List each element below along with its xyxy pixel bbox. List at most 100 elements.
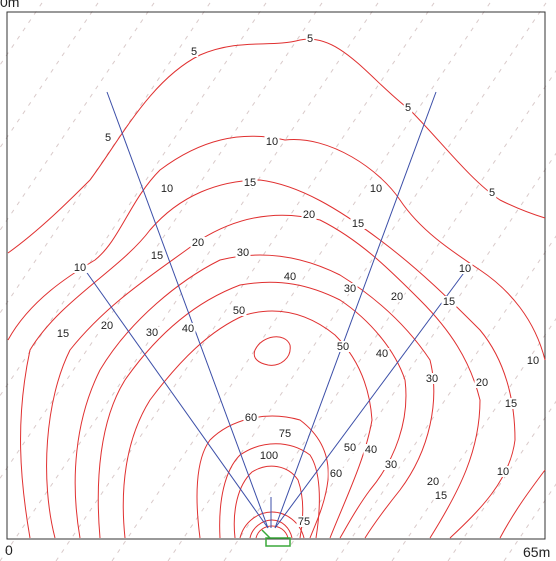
contour-label-bg	[149, 250, 165, 261]
contour-value-label: 10	[161, 183, 173, 195]
contour-label-bg	[189, 46, 199, 57]
contour-label-bg	[457, 263, 473, 274]
contour-value-label: 75	[279, 428, 291, 440]
contour-label-bg	[368, 183, 384, 194]
contour-5	[7, 38, 546, 254]
contour-label-bg	[235, 247, 251, 258]
contour-inner-2	[255, 525, 289, 539]
watermark-line	[335, 235, 556, 561]
contour-value-label: 10	[74, 262, 86, 274]
contour-label-bg	[433, 490, 449, 501]
contour-label-bg	[242, 177, 258, 188]
contour-10	[7, 135, 546, 361]
contour-label-bg	[72, 262, 88, 273]
watermark-line	[55, 0, 437, 561]
contour-value-label: 40	[182, 323, 194, 335]
contour-10b	[499, 469, 546, 539]
contour-value-label: 15	[57, 328, 69, 340]
watermark-line	[279, 152, 556, 561]
contour-20	[46, 214, 481, 539]
contour-label-bg	[374, 348, 390, 359]
contour-label-bg	[474, 377, 490, 388]
watermark-line	[167, 0, 549, 561]
contour-label-bg	[190, 237, 206, 248]
contour-label-bg	[99, 320, 115, 331]
axis-extent-label: 65m	[523, 544, 551, 560]
contour-label-bg	[503, 398, 519, 409]
contour-label-bg	[495, 466, 511, 477]
contour-100	[233, 465, 304, 539]
beam-right-outer	[274, 269, 467, 529]
contour-40	[97, 281, 407, 539]
contour-label-bg	[403, 102, 413, 113]
beam-left-inner	[106, 91, 269, 529]
contour-value-label: 30	[146, 327, 158, 339]
contour-value-label: 30	[385, 459, 397, 471]
contour-50-island	[253, 336, 291, 366]
contour-value-label: 30	[344, 283, 356, 295]
contour-value-label: 10	[497, 466, 509, 478]
contour-value-label: 5	[307, 33, 313, 45]
watermark-line	[0, 0, 269, 397]
contour-label-bg	[424, 373, 440, 384]
contour-label-bg	[363, 444, 379, 455]
contour-value-labels: 5 5 5 5 5 10 10 10 10 10 10 10 15 15 15 15 15 15 15 20 20 20 2…	[55, 33, 541, 528]
contour-value-label: 40	[365, 444, 377, 456]
watermark-line	[0, 0, 213, 314]
beam-left-outer	[84, 269, 269, 529]
watermark-line	[223, 69, 556, 561]
contour-value-label: 60	[330, 468, 342, 480]
contour-value-label: 10	[459, 263, 471, 275]
axis-top-label: 0m	[0, 0, 20, 10]
beam-right-inner	[274, 91, 437, 529]
contour-label-bg	[425, 476, 441, 487]
contour-label-bg	[301, 209, 317, 220]
contour-lines	[7, 38, 546, 539]
watermark-line	[0, 0, 157, 232]
contour-label-bg	[243, 412, 259, 423]
contour-label-bg	[231, 305, 247, 316]
contour-label-bg	[103, 132, 113, 143]
watermark-line	[503, 483, 556, 561]
contour-30	[74, 254, 435, 539]
contour-label-bg	[258, 450, 280, 461]
luminaire-fixture	[261, 529, 291, 547]
contour-value-label: 5	[489, 187, 495, 199]
contour-label-bg	[180, 323, 196, 334]
contour-label-bg	[55, 328, 71, 339]
contour-value-label: 10	[527, 355, 539, 367]
contour-label-bg	[282, 271, 298, 282]
contour-value-label: 50	[344, 442, 356, 454]
contour-label-bg	[342, 442, 358, 453]
contour-15	[20, 179, 516, 539]
contour-label-bg	[277, 428, 293, 439]
contour-label-bg	[342, 283, 358, 294]
contour-value-label: 30	[237, 247, 249, 259]
contour-value-label: 20	[476, 377, 488, 389]
contour-value-label: 30	[426, 373, 438, 385]
contour-value-label: 40	[284, 271, 296, 283]
contour-label-bg	[487, 187, 497, 198]
contour-inner-3	[239, 511, 305, 539]
contour-value-label: 20	[303, 209, 315, 221]
watermark-line	[447, 400, 556, 561]
contour-label-bg	[335, 341, 351, 352]
contour-label-bg	[144, 327, 160, 338]
contour-value-label: 5	[191, 46, 197, 58]
contour-value-label: 15	[151, 250, 163, 262]
watermark-line	[111, 0, 493, 561]
watermark-line	[0, 0, 381, 561]
contour-value-label: 5	[405, 102, 411, 114]
contour-label-bg	[383, 459, 399, 470]
contour-value-label: 15	[352, 218, 364, 230]
plot-frame	[6, 11, 546, 540]
contour-value-label: 20	[101, 320, 113, 332]
contour-label-bg	[350, 218, 366, 229]
contour-value-label: 60	[245, 412, 257, 424]
contour-value-label: 20	[391, 291, 403, 303]
contour-75	[219, 443, 320, 539]
contour-label-bg	[264, 136, 280, 147]
contour-value-label: 15	[244, 177, 256, 189]
